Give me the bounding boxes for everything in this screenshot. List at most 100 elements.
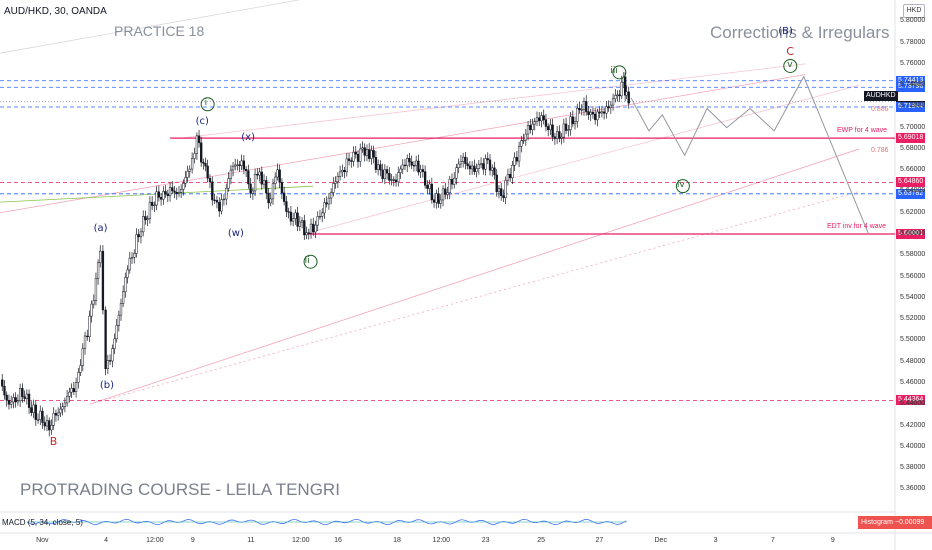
candle-body-239: [533, 121, 536, 125]
candle-body-228: [509, 174, 512, 179]
candle-body-206: [459, 161, 463, 165]
y-tick-17: 5.46000: [900, 378, 926, 386]
x-tick-2: 12:00: [146, 537, 164, 544]
candle-body-281: [625, 91, 628, 96]
candle-body-202: [450, 179, 454, 185]
candle-body-70: [155, 191, 158, 206]
candle-body-186: [415, 160, 418, 166]
y-tick-12: 5.56000: [900, 272, 926, 280]
wave-label-7: ii: [304, 255, 310, 266]
candle-body-81: [179, 189, 183, 193]
y-tick-18: 5.44000: [900, 400, 926, 408]
candle-body-201: [448, 179, 451, 193]
candle-body-14: [30, 407, 33, 413]
candle-body-53: [117, 314, 121, 326]
histogram-badge: Histogram −0.00099: [858, 516, 932, 529]
candle-body-250: [558, 131, 561, 139]
x-tick-1: 4: [104, 537, 108, 544]
wave-label-1: (a): [93, 222, 108, 234]
candle-body-58: [128, 257, 131, 271]
candle-body-82: [182, 183, 185, 190]
candle-body-47: [104, 309, 107, 370]
candle-body-172: [383, 169, 387, 179]
candle-body-130: [289, 211, 293, 222]
candle-body-42: [92, 300, 95, 305]
candle-body-167: [372, 150, 375, 158]
candle-body-96: [213, 199, 216, 201]
candle-body-185: [412, 165, 416, 167]
candle-body-133: [296, 212, 299, 227]
wave-circle-7: [303, 254, 318, 269]
candle-body-175: [390, 179, 393, 181]
candle-body-105: [234, 164, 237, 167]
y-tick-5: 5.70000: [900, 123, 926, 131]
y-tick-10: 5.60000: [900, 230, 926, 238]
candle-body-209: [466, 163, 469, 167]
candle-body-248: [553, 136, 557, 139]
candle-body-242: [540, 115, 543, 122]
practice-title: PRACTICE 18: [114, 23, 205, 39]
candle-body-136: [303, 220, 306, 236]
candle-body-171: [381, 169, 384, 179]
y-tick-22: 5.36000: [900, 485, 926, 493]
candle-body-20: [43, 422, 46, 427]
candle-body-103: [229, 169, 233, 179]
candle-body-71: [157, 191, 161, 198]
y-tick-3: 5.74000: [900, 81, 926, 89]
candle-body-198: [441, 188, 445, 201]
candle-body-128: [285, 201, 288, 212]
candle-body-16: [34, 404, 37, 420]
macd-indicator-label[interactable]: MACD (5, 34, close, 5): [2, 518, 83, 527]
y-tick-19: 5.42000: [900, 421, 926, 429]
candle-body-18: [39, 410, 42, 420]
candle-body-273: [609, 104, 612, 108]
y-tick-1: 5.78000: [900, 38, 926, 46]
corrections-title: Corrections & Irregulars: [710, 23, 890, 42]
channel-line-4: [178, 63, 806, 139]
y-tick-9: 5.62000: [900, 208, 926, 216]
candle-body-236: [526, 125, 530, 135]
x-tick-12: Dec: [654, 537, 667, 544]
candle-body-129: [287, 211, 290, 213]
candle-body-214: [477, 164, 480, 169]
candle-body-193: [430, 183, 433, 201]
candle-body-153: [341, 169, 344, 173]
candle-body-213: [475, 168, 478, 172]
candle-body-256: [571, 116, 574, 125]
candle-body-274: [611, 98, 615, 106]
candle-body-150: [334, 181, 337, 184]
candle-body-208: [464, 156, 467, 164]
candle-body-77: [171, 187, 174, 192]
y-tick-13: 5.54000: [900, 293, 926, 301]
candle-body-224: [500, 188, 503, 196]
x-tick-7: 18: [393, 537, 401, 544]
wave-label-3: i: [204, 98, 208, 109]
candle-body-88: [195, 135, 199, 154]
candle-body-275: [614, 95, 617, 100]
candle-body-99: [220, 199, 223, 212]
level-price-tag-5: 5.64860: [896, 177, 926, 188]
channel-line-2: [304, 84, 860, 235]
candle-body-124: [276, 169, 279, 178]
candle-body-235: [524, 133, 527, 141]
currency-badge[interactable]: HKD: [903, 4, 925, 18]
candle-body-247: [551, 124, 554, 138]
candle-body-34: [74, 382, 78, 392]
candle-body-272: [607, 106, 610, 108]
candle-body-246: [549, 124, 552, 131]
level-price-tag-1: 5.73796: [896, 82, 926, 93]
candle-body-126: [280, 182, 284, 194]
candle-body-91: [202, 161, 205, 164]
wave-label-6: (w): [227, 228, 244, 240]
candle-body-231: [515, 157, 519, 162]
candle-body-135: [300, 220, 304, 223]
candle-body-265: [591, 112, 595, 115]
candle-body-165: [368, 149, 371, 159]
candle-body-255: [569, 116, 572, 130]
candle-body-157: [350, 160, 353, 162]
candle-body-68: [151, 201, 154, 206]
channel-dotted-line: [89, 191, 860, 405]
candle-body-277: [618, 94, 621, 97]
candle-body-15: [32, 404, 35, 413]
